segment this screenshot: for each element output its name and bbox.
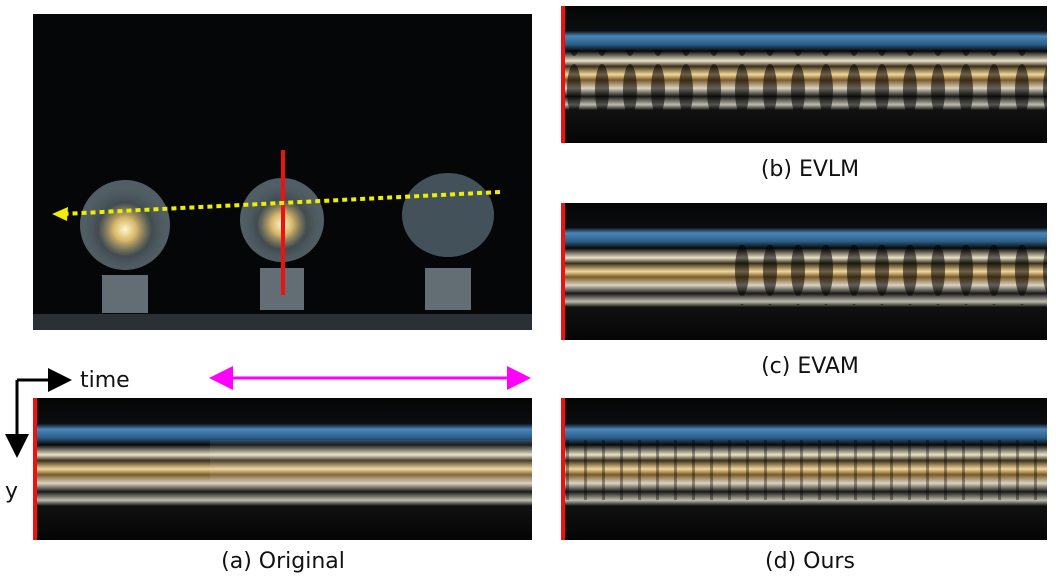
y-label: y [5,479,18,504]
source-photo [33,14,532,330]
figure: time y (a) Original (b) EVLM (c) EVAM (d… [0,0,1060,579]
slice-evlm [561,6,1047,143]
slice-original [33,398,532,540]
caption: (c) EVAM [761,354,859,379]
time-label: time [80,368,130,393]
slice-ours [561,398,1047,540]
caption: (b) EVLM [761,157,859,182]
caption: (d) Ours [765,549,855,574]
caption: (a) Original [221,549,345,574]
slice-evam [561,203,1047,340]
